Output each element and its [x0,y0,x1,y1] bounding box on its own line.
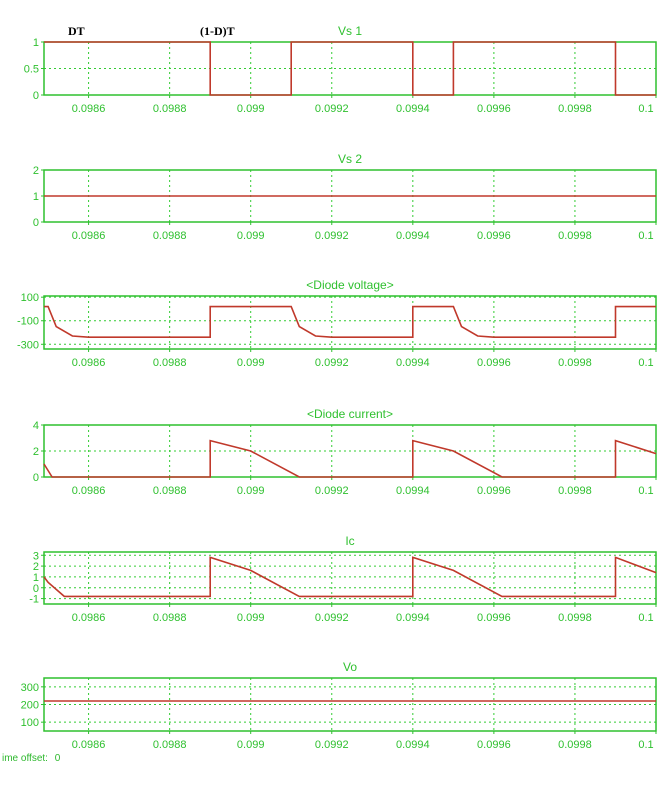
plot-title: Vs 1 [338,24,362,38]
x-tick-label: 0.0986 [72,612,106,624]
x-tick-label: 0.0996 [477,103,511,115]
x-tick-label: 0.0998 [558,739,592,751]
x-tick-label: 0.099 [237,485,265,497]
signal-trace [44,41,656,96]
y-tick-label: 0 [33,472,39,484]
x-tick-label: 0.0994 [396,357,430,369]
x-tick-label: 0.0986 [72,103,106,115]
plot-title: Vo [343,660,357,674]
y-tick-label: 300 [21,682,39,694]
y-tick-label: 0 [33,583,39,595]
plot-panel-2: Vs 2 0 1 2 0.0986 0.0988 0.099 0.0992 0.0994 0.09… [33,152,657,242]
y-tick-label: 200 [21,700,39,712]
y-tick-label: 0 [33,90,39,102]
off-time-annotation: (1-D)T [200,24,235,38]
x-tick-label: 0.0994 [396,485,430,497]
x-tick-label: 0.1 [638,739,653,751]
plot-panel-3: <Diode voltage> 100 -100 -300 0.0986 0.0988 0.… [17,278,657,369]
time-offset-value: 0 [54,753,61,764]
y-tick-label: 2 [33,165,39,177]
x-tick-label: 0.0992 [315,739,349,751]
y-tick-label: 100 [21,292,39,304]
y-tick-label: 1 [33,37,39,49]
plot-title: Ic [345,534,354,548]
x-tick-label: 0.0992 [315,485,349,497]
x-tick-label: 0.1 [638,612,653,624]
plot-panel-6: Vo 300 200 100 0.0986 0.0988 0.099 0.0992 0.0994… [21,660,657,751]
time-offset-readout: ime offset: 0 [2,753,60,764]
y-tick-label: -300 [17,339,39,351]
plot-frame [43,295,657,350]
x-tick-label: 0.0988 [153,230,187,242]
dt-annotation: DT [68,24,85,38]
x-tick-label: 0.0992 [315,612,349,624]
y-tick-label: 2 [33,446,39,458]
x-tick-label: 0.0986 [72,230,106,242]
x-tick-label: 0.0996 [477,485,511,497]
y-tick-label: 3 [33,550,39,562]
y-tick-label: -100 [17,316,39,328]
x-tick-label: 0.0994 [396,230,430,242]
y-tick-label: 1 [33,191,39,203]
y-tick-label: 1 [33,572,39,584]
plot-panel-1: Vs 1 0 0.5 1 0.0986 0.0988 0.099 0.0992 0.0994 0.… [24,24,657,115]
y-tick-label: -1 [29,594,39,606]
x-tick-label: 0.0992 [315,357,349,369]
x-tick-label: 0.099 [237,230,265,242]
x-tick-label: 0.1 [638,485,653,497]
x-tick-label: 0.0996 [477,739,511,751]
x-tick-label: 0.1 [638,230,653,242]
x-tick-label: 0.0996 [477,612,511,624]
x-tick-label: 0.0986 [72,485,106,497]
x-tick-label: 0.0998 [558,612,592,624]
x-tick-label: 0.0998 [558,103,592,115]
x-tick-label: 0.0986 [72,357,106,369]
x-tick-label: 0.0996 [477,357,511,369]
x-tick-label: 0.0994 [396,103,430,115]
x-tick-label: 0.0988 [153,103,187,115]
signal-trace [44,305,656,339]
x-tick-label: 0.0988 [153,739,187,751]
y-tick-label: 0.5 [24,64,39,76]
x-tick-label: 0.0992 [315,103,349,115]
x-tick-label: 0.0998 [558,485,592,497]
x-tick-label: 0.1 [638,103,653,115]
x-tick-label: 0.099 [237,612,265,624]
signal-trace [43,556,657,598]
x-tick-label: 0.0994 [396,612,430,624]
x-tick-label: 0.0988 [153,485,187,497]
x-tick-label: 0.0988 [153,357,187,369]
x-tick-label: 0.0988 [153,612,187,624]
x-tick-label: 0.099 [237,357,265,369]
y-tick-label: 2 [33,561,39,573]
time-offset-label: ime offset: [2,753,48,764]
x-tick-label: 0.099 [237,739,265,751]
signal-trace [43,439,657,478]
y-tick-label: 100 [21,717,39,729]
x-tick-label: 0.0994 [396,739,430,751]
x-tick-label: 0.1 [638,357,653,369]
plot-title: Vs 2 [338,152,362,166]
x-tick-label: 0.0998 [558,357,592,369]
x-tick-label: 0.0992 [315,230,349,242]
x-tick-label: 0.0986 [72,739,106,751]
x-tick-label: 0.099 [237,103,265,115]
plot-title: <Diode current> [307,407,393,421]
plot-panel-4: <Diode current> 0 2 4 0.0986 0.0988 0.099 0.099… [33,407,657,497]
plot-title: <Diode voltage> [306,278,393,292]
y-tick-label: 0 [33,217,39,229]
y-tick-label: 4 [33,420,39,432]
x-tick-label: 0.0998 [558,230,592,242]
x-tick-label: 0.0996 [477,230,511,242]
